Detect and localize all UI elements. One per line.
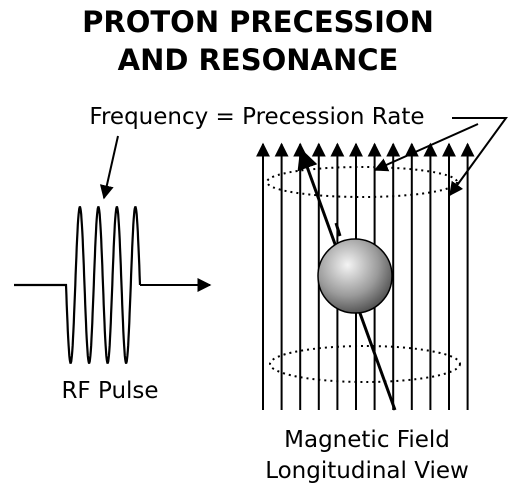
title-line: PROTON PRECESSION bbox=[82, 5, 434, 39]
field-label: Longitudinal View bbox=[265, 458, 469, 484]
pointer-arrow bbox=[99, 135, 119, 200]
field-label: Magnetic Field bbox=[284, 427, 450, 453]
spin-axis bbox=[334, 222, 342, 237]
pointer-arrow bbox=[449, 117, 508, 197]
frequency-label: Frequency = Precession Rate bbox=[89, 104, 424, 130]
rf-pulse bbox=[14, 206, 142, 364]
pointer-arrow bbox=[373, 123, 479, 172]
precession-orbit bbox=[266, 166, 458, 198]
title-line: AND RESONANCE bbox=[118, 43, 399, 77]
rf-pulse-label: RF Pulse bbox=[61, 378, 158, 404]
precession-orbit bbox=[269, 345, 461, 383]
proton bbox=[317, 238, 393, 314]
